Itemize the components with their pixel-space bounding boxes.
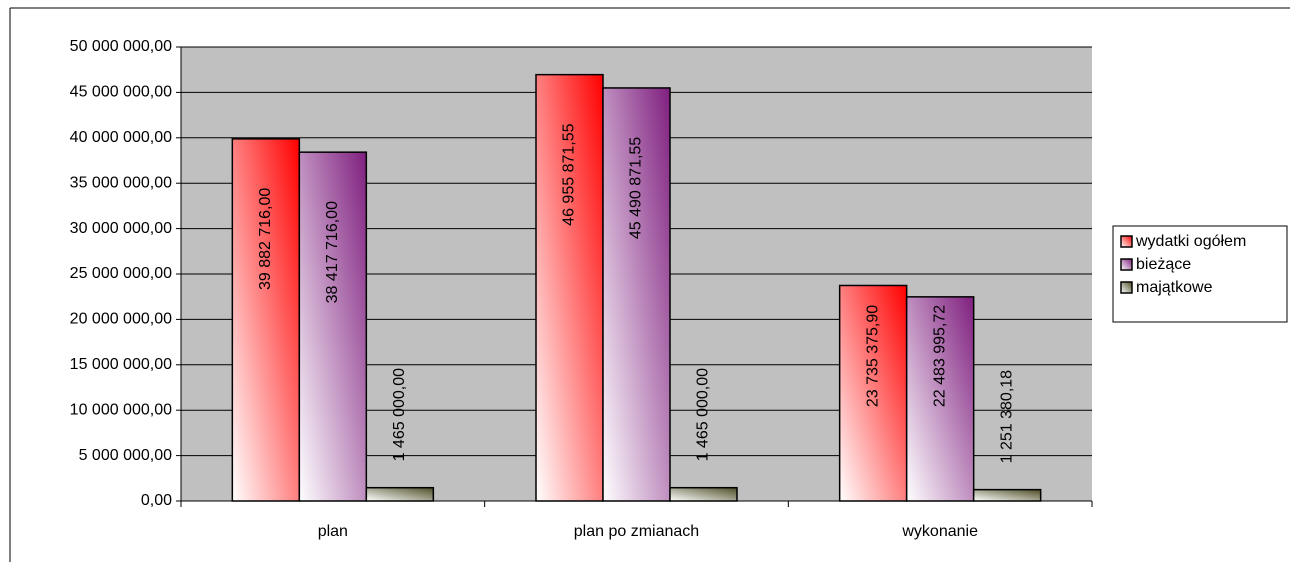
y-tick-label: 5 000 000,00 (79, 447, 173, 464)
bar (838, 284, 908, 502)
legend-label: wydatki ogółem (1135, 233, 1246, 250)
data-label: 45 490 871,55 (628, 137, 645, 239)
legend-label: bieżące (1136, 256, 1191, 273)
y-tick-label: 20 000 000,00 (70, 311, 172, 328)
y-tick-label: 35 000 000,00 (70, 174, 172, 191)
bar (365, 486, 435, 502)
legend-swatch (1120, 235, 1133, 248)
data-label: 1 251 380,18 (998, 370, 1015, 464)
data-label: 1 465 000,00 (391, 368, 408, 462)
y-tick-label: 15 000 000,00 (70, 356, 172, 373)
bar (669, 486, 738, 502)
y-tick-label: 10 000 000,00 (70, 401, 172, 418)
data-label: 46 955 871,55 (561, 123, 578, 225)
bar (905, 296, 975, 502)
y-tick-label: 40 000 000,00 (70, 129, 172, 146)
y-tick-label: 0,00 (141, 492, 172, 509)
bar (972, 488, 1042, 502)
data-label: 1 465 000,00 (695, 368, 712, 462)
legend-swatch (1120, 258, 1133, 271)
data-label: 22 483 995,72 (931, 305, 948, 407)
x-tick-label: plan (318, 523, 348, 540)
data-label: 23 735 375,90 (864, 305, 881, 407)
x-tick-label: wykonanie (901, 523, 978, 540)
y-tick-label: 45 000 000,00 (70, 84, 172, 101)
data-label: 39 882 716,00 (257, 188, 274, 290)
data-label: 38 417 716,00 (324, 201, 341, 303)
legend-box (1112, 225, 1288, 323)
y-tick-label: 25 000 000,00 (70, 265, 172, 282)
y-tick-label: 50 000 000,00 (70, 38, 172, 55)
x-tick-label: plan po zmianach (574, 523, 699, 540)
y-tick-label: 30 000 000,00 (70, 220, 172, 237)
bar (298, 151, 368, 502)
legend-label: majątkowe (1136, 279, 1213, 296)
legend-swatch (1120, 281, 1133, 294)
bar (602, 87, 671, 502)
